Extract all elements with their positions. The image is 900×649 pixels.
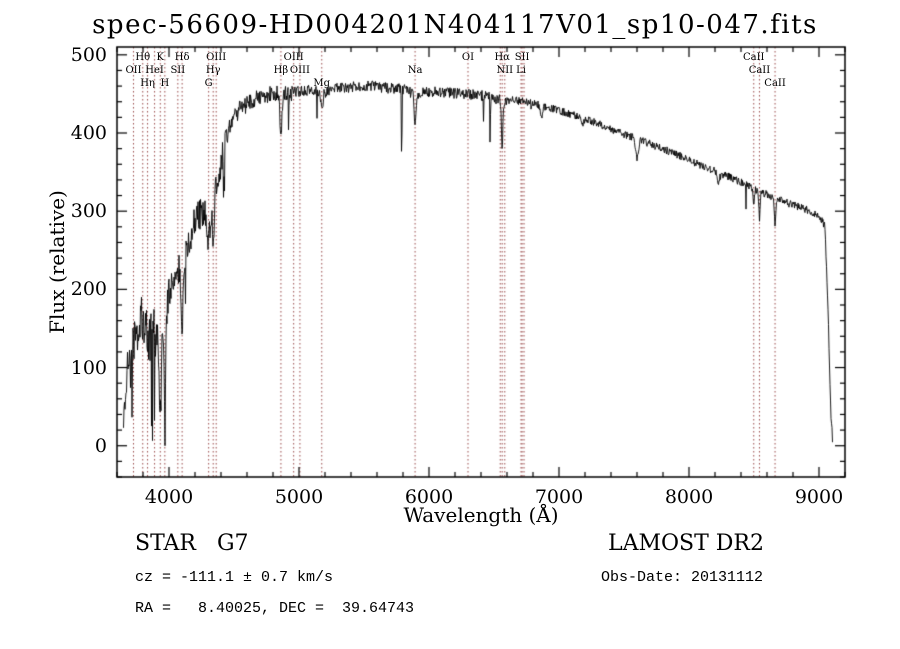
object-class-label: STAR G7 (135, 531, 249, 556)
spectral-line-label: CaII (764, 78, 786, 89)
spectral-line-label: Hβ (273, 65, 289, 76)
spectral-line-label: Hδ (174, 52, 190, 63)
spectral-line-label: H (160, 78, 170, 89)
x-tick-label: 7000 (534, 486, 584, 508)
y-tick-label: 400 (70, 122, 107, 144)
spectral-line-label: Hα (494, 52, 510, 63)
spectral-line-label: SII (170, 65, 186, 76)
spectral-line-label: OIII (206, 52, 227, 63)
y-tick-label: 100 (70, 356, 107, 379)
spectral-line-label: NII (496, 65, 514, 76)
spectral-line-label: Hγ (205, 65, 221, 76)
spectral-line-label: OI (461, 52, 475, 63)
y-axis-label: Flux (relative) (45, 190, 69, 334)
plot-title: spec-56609-HD004201N404117V01_sp10-047.f… (92, 10, 818, 40)
y-tick-label: 200 (70, 278, 107, 301)
spectral-line-label: OII (125, 65, 142, 76)
spectral-line-label: Mg (313, 78, 331, 89)
cz-value-label: cz = -111.1 ± 0.7 km/s (135, 569, 334, 586)
spectral-line-label: SII (514, 52, 530, 63)
x-axis-label: Wavelength (Å) (403, 503, 559, 527)
spectral-line-label: Li (516, 65, 526, 76)
x-tick-label: 5000 (274, 486, 324, 508)
spectral-line-label: K (156, 52, 165, 63)
y-tick-label: 500 (70, 43, 107, 66)
x-tick-label: 4000 (144, 486, 194, 508)
spectral-line-label: CaII (748, 65, 771, 76)
x-tick-label: 9000 (794, 486, 844, 508)
survey-label: LAMOST DR2 (608, 531, 764, 556)
spectral-line-label: Na (407, 65, 423, 76)
spectral-line-label: HeI (145, 65, 164, 76)
spectral-line-label: Hθ (135, 52, 151, 63)
ra-dec-label: RA = 8.40025, DEC = 39.64743 (135, 600, 415, 617)
y-tick-label: 300 (70, 200, 107, 223)
spectral-line-label: OIII (289, 65, 310, 76)
x-tick-label: 8000 (664, 486, 714, 508)
spectral-line-label: CaII (742, 52, 765, 63)
obs-date-label: Obs-Date: 20131112 (601, 569, 764, 586)
spectral-line-label: Hη (140, 78, 155, 89)
spectral-line-label: OIII (283, 52, 304, 63)
y-tick-label: 0 (94, 434, 107, 457)
x-tick-label: 6000 (404, 486, 454, 508)
spectral-line-label: G (204, 78, 213, 89)
